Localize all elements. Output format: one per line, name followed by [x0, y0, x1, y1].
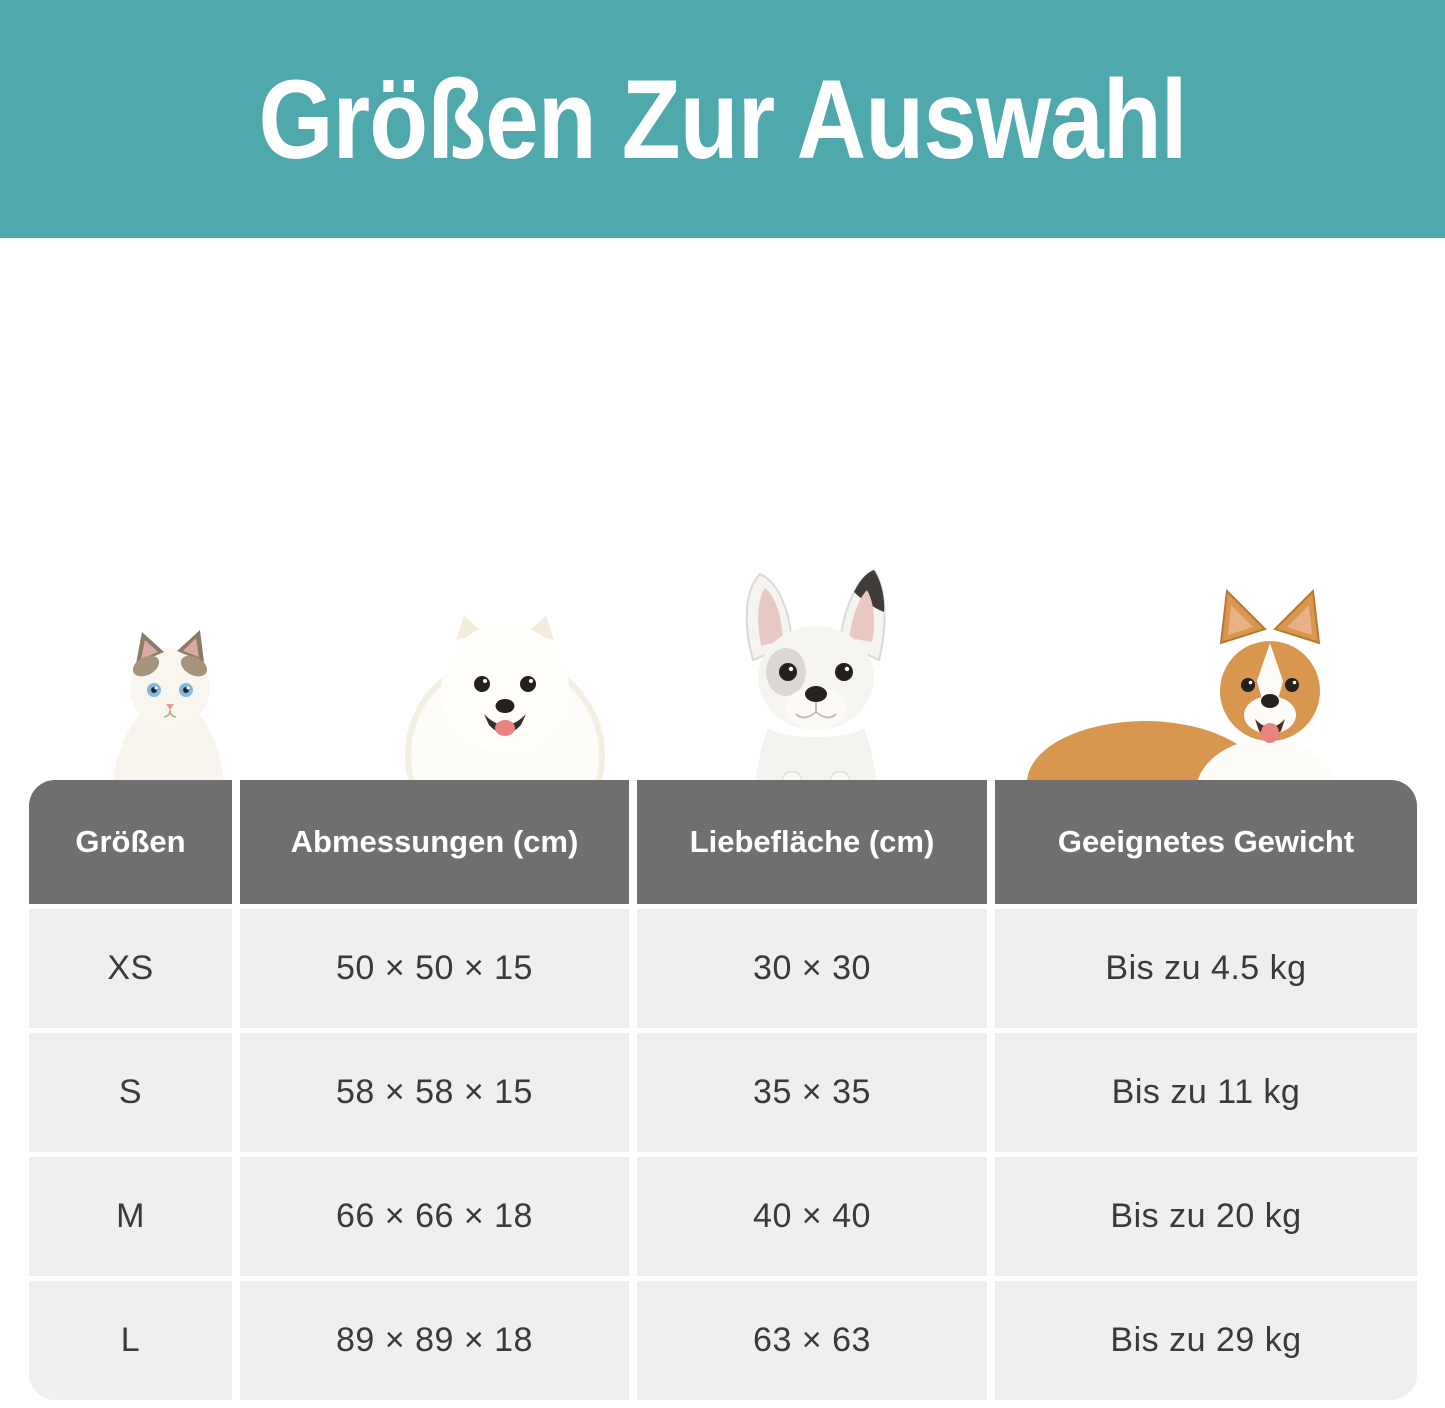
table-cell-s-surface: 35 × 35 [637, 1033, 987, 1152]
table-cell-s-weight: Bis zu 11 kg [995, 1033, 1417, 1152]
table-header-sizes: Größen [29, 780, 232, 904]
table-cell-xs-dimensions: 50 × 50 × 15 [240, 909, 629, 1028]
table-cell-l-surface: 63 × 63 [637, 1281, 987, 1400]
table-cell-m-weight: Bis zu 20 kg [995, 1157, 1417, 1276]
table-cell-l-dimensions: 89 × 89 × 18 [240, 1281, 629, 1400]
table-cell-xs-size: XS [29, 909, 232, 1028]
table-header-surface: Liebefläche (cm) [637, 780, 987, 904]
page-title: Größen Zur Auswahl [258, 56, 1187, 182]
table-cell-m-size: M [29, 1157, 232, 1276]
table-cell-xs-weight: Bis zu 4.5 kg [995, 909, 1417, 1028]
table-cell-l-size: L [29, 1281, 232, 1400]
pets-section: XS S M L [0, 238, 1445, 942]
size-table: Größen Abmessungen (cm) Liebefläche (cm)… [29, 780, 1417, 1400]
table-header-dimensions: Abmessungen (cm) [240, 780, 629, 904]
table-cell-s-size: S [29, 1033, 232, 1152]
table-cell-m-dimensions: 66 × 66 × 18 [240, 1157, 629, 1276]
table-cell-m-surface: 40 × 40 [637, 1157, 987, 1276]
table-cell-xs-surface: 30 × 30 [637, 909, 987, 1028]
table-cell-l-weight: Bis zu 29 kg [995, 1281, 1417, 1400]
table-header-weight: Geeignetes Gewicht [995, 780, 1417, 904]
header-banner: Größen Zur Auswahl [0, 0, 1445, 238]
table-cell-s-dimensions: 58 × 58 × 15 [240, 1033, 629, 1152]
